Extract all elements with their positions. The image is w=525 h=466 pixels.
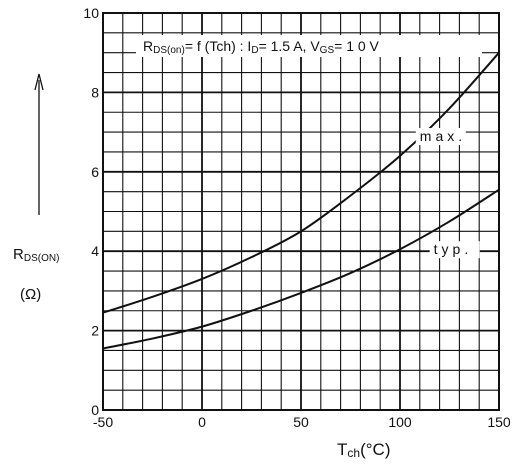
- title-v-sub: GS: [320, 45, 335, 56]
- title-r-sub: DS(on): [153, 45, 185, 56]
- x-tick-label: 100: [388, 414, 412, 430]
- chart-grid: [103, 13, 499, 410]
- title-r: R: [143, 38, 153, 54]
- title-mid2: = 1.5 A, V: [259, 38, 321, 54]
- title-background: [136, 35, 482, 57]
- x-tick-label: 0: [198, 414, 206, 430]
- series-label-max: max.: [420, 128, 466, 144]
- x-label-unit: (°C): [360, 440, 390, 459]
- y-tick-label: 4: [91, 243, 99, 259]
- y-axis-label: RDS(ON): [13, 246, 59, 264]
- title-mid: = f (Tch) : I: [185, 38, 252, 54]
- y-tick-label: 8: [91, 84, 99, 100]
- series-line-typ: [102, 188, 500, 350]
- series-layer: max. typ.: [102, 52, 500, 350]
- x-tick-label: -50: [93, 414, 113, 430]
- title-i-sub: D: [251, 45, 258, 56]
- y-axis-unit: (Ω): [20, 286, 41, 303]
- x-axis-label: Tch(°C): [337, 440, 390, 460]
- y-tick-label: 6: [91, 164, 99, 180]
- plot-frame: [102, 12, 500, 411]
- series-label-bg: [415, 128, 466, 146]
- x-tick-label: 50: [293, 414, 309, 430]
- x-label-main: T: [337, 440, 347, 459]
- y-label-main: R: [13, 246, 24, 263]
- y-tick-label: 0: [91, 402, 99, 418]
- y-label-sub: DS(ON): [24, 253, 60, 264]
- x-tick-label: 150: [487, 414, 511, 430]
- title-end: = 1 0 V: [334, 38, 379, 54]
- series-line-max: [102, 52, 500, 314]
- series-label-bg: [429, 241, 480, 259]
- y-tick-label: 10: [83, 5, 99, 21]
- x-label-sub: ch: [347, 446, 360, 460]
- y-axis-arrow-head: [34, 73, 44, 91]
- y-tick-label: 2: [91, 323, 99, 339]
- series-label-typ: typ.: [434, 241, 473, 257]
- chart-title: RDS(on)= f (Tch) : ID= 1.5 A, VGS= 1 0 V: [143, 38, 380, 56]
